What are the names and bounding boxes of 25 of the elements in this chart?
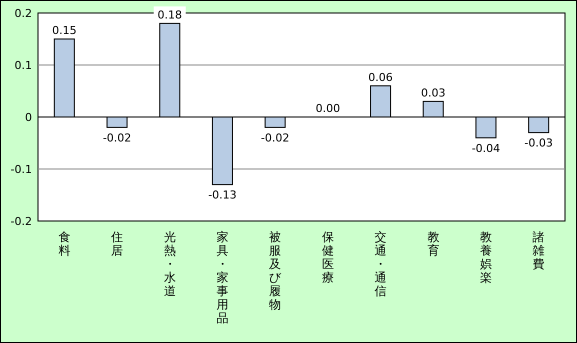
data-label: 0.00: [316, 102, 340, 115]
data-label: 0.03: [421, 86, 446, 100]
data-label: -0.03: [524, 136, 553, 150]
data-label: 0.15: [52, 24, 77, 37]
y-tick-label: 0.1: [14, 59, 32, 72]
data-label: 0.18: [158, 8, 182, 22]
y-tick-label: -0.1: [10, 163, 32, 176]
x-tick-label: 住居: [110, 230, 124, 258]
data-label: -0.02: [260, 131, 290, 144]
y-tick-label: 0: [25, 111, 32, 124]
data-label: 0.06: [368, 70, 393, 84]
data-label: -0.02: [102, 131, 132, 144]
data-label: -0.13: [208, 188, 237, 202]
y-tick-label: 0.2: [14, 7, 32, 20]
x-tick-label: 教育: [427, 230, 440, 258]
x-tick-label: 保健医療: [322, 230, 334, 284]
x-tick-label: 家具・家事用品: [216, 230, 228, 325]
y-tick-label: -0.2: [10, 215, 32, 228]
x-tick-label: 被服及び履物: [269, 230, 282, 312]
x-tick-label: 光熱・水道: [164, 230, 176, 298]
x-tick-label: 食料: [58, 230, 70, 258]
x-tick-label: 諸雑費: [532, 230, 545, 271]
data-label: -0.04: [472, 142, 500, 155]
x-tick-label: 交通・通信: [374, 230, 387, 298]
x-tick-label: 教養娯楽: [480, 230, 492, 284]
